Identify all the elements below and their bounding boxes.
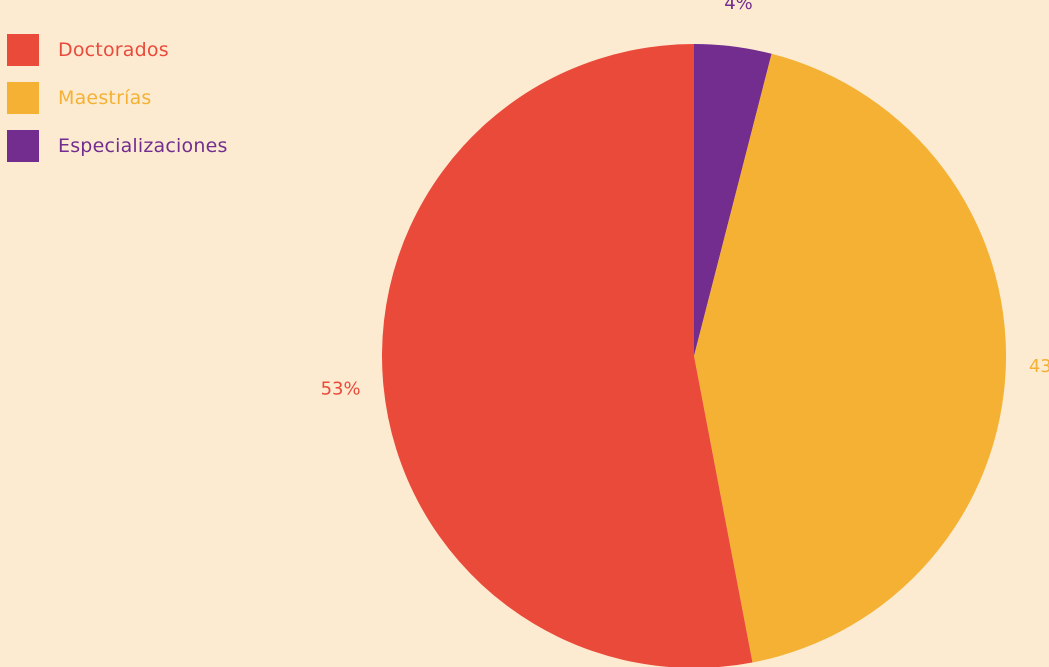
legend-item-maestrias[interactable]: Maestrías — [7, 82, 228, 114]
legend-item-doctorados[interactable]: Doctorados — [7, 34, 228, 66]
legend-swatch-especializaciones — [7, 130, 39, 162]
legend-swatch-doctorados — [7, 34, 39, 66]
pie-slice-label: 53% — [321, 378, 361, 399]
legend-label-especializaciones: Especializaciones — [58, 135, 228, 157]
legend: Doctorados Maestrías Especializaciones — [7, 34, 228, 178]
pie-slice-label: 4% — [724, 0, 753, 14]
legend-swatch-maestrias — [7, 82, 39, 114]
legend-item-especializaciones[interactable]: Especializaciones — [7, 130, 228, 162]
legend-label-maestrias: Maestrías — [58, 87, 152, 109]
legend-label-doctorados: Doctorados — [58, 39, 169, 61]
pie-slice-label: 43% — [1029, 356, 1049, 377]
pie-slice-maestrias[interactable] — [694, 53, 1007, 663]
pie-slice-doctorados[interactable] — [382, 44, 753, 667]
pie-slice-especializaciones[interactable] — [694, 44, 772, 356]
